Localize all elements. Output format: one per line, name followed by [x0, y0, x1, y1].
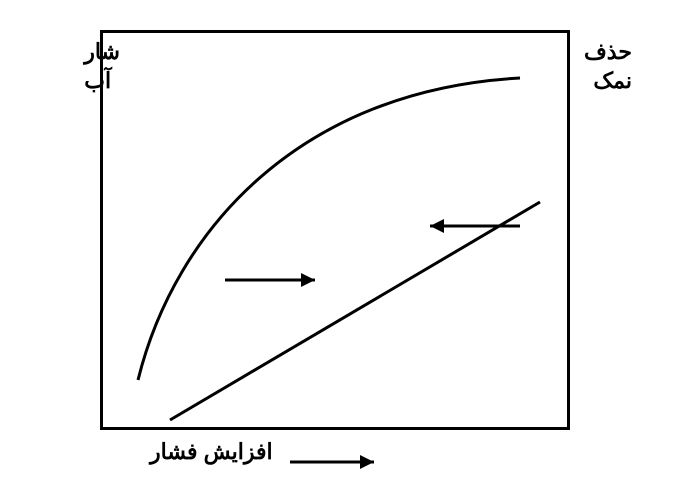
chart-svg: [100, 30, 570, 430]
x-axis-arrow-icon: [288, 452, 388, 472]
y-axis-left-label: شار آب: [84, 38, 120, 95]
lower-line: [170, 202, 540, 420]
y-axis-right-label: حذف نمک: [584, 38, 632, 95]
chart-area: [100, 30, 570, 430]
upper-curve-arrow: [225, 273, 315, 287]
x-axis-label: افزایش فشار: [150, 438, 273, 467]
upper-curve: [138, 78, 520, 380]
